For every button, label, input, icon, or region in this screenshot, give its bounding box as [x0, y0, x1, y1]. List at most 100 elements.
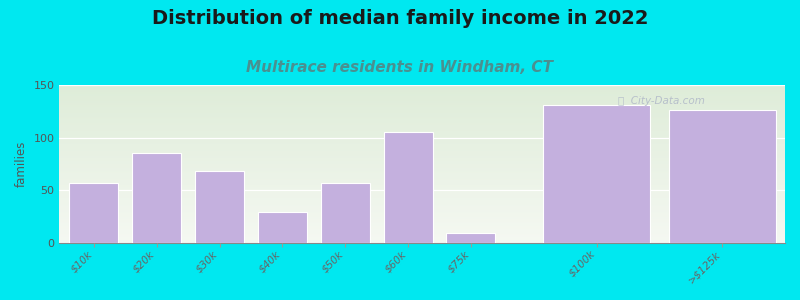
- Bar: [59, 190, 785, 192]
- Bar: [59, 188, 785, 189]
- Bar: [59, 115, 785, 117]
- Bar: [59, 117, 785, 118]
- Bar: [59, 218, 785, 220]
- Bar: [59, 97, 785, 98]
- Bar: [59, 205, 785, 206]
- Bar: [59, 144, 785, 145]
- Bar: [59, 189, 785, 190]
- Bar: [59, 237, 785, 238]
- Bar: [59, 229, 785, 230]
- Bar: [59, 164, 785, 165]
- Bar: [59, 221, 785, 222]
- Bar: [59, 161, 785, 163]
- Bar: [59, 204, 785, 205]
- Bar: [59, 178, 785, 180]
- Bar: [59, 231, 785, 233]
- Text: ⓘ  City-Data.com: ⓘ City-Data.com: [618, 96, 705, 106]
- Bar: [59, 151, 785, 152]
- Bar: [59, 88, 785, 89]
- Bar: [59, 110, 785, 111]
- Bar: [59, 183, 785, 184]
- Bar: [59, 235, 785, 237]
- Bar: [59, 118, 785, 119]
- Y-axis label: families: families: [15, 141, 28, 187]
- Bar: [59, 163, 785, 164]
- Bar: [59, 165, 785, 167]
- Bar: [321, 183, 370, 243]
- Text: Multirace residents in Windham, CT: Multirace residents in Windham, CT: [246, 60, 554, 75]
- Bar: [59, 224, 785, 225]
- Bar: [59, 124, 785, 126]
- Bar: [59, 169, 785, 171]
- Bar: [59, 101, 785, 102]
- Bar: [59, 121, 785, 122]
- Bar: [59, 187, 785, 188]
- Bar: [59, 119, 785, 121]
- Bar: [59, 93, 785, 94]
- Bar: [383, 133, 433, 243]
- Bar: [59, 92, 785, 93]
- Bar: [59, 140, 785, 142]
- Bar: [669, 110, 775, 243]
- Bar: [59, 212, 785, 213]
- Bar: [446, 233, 495, 243]
- Bar: [59, 133, 785, 134]
- Bar: [59, 241, 785, 242]
- Bar: [59, 184, 785, 185]
- Bar: [59, 85, 785, 86]
- Bar: [59, 142, 785, 143]
- Bar: [59, 109, 785, 110]
- Bar: [59, 103, 785, 105]
- Bar: [59, 159, 785, 160]
- Bar: [59, 143, 785, 144]
- Bar: [132, 152, 182, 243]
- Bar: [59, 173, 785, 175]
- Bar: [59, 138, 785, 139]
- Bar: [59, 200, 785, 201]
- Bar: [59, 194, 785, 196]
- Bar: [59, 114, 785, 115]
- Bar: [59, 220, 785, 221]
- Bar: [59, 172, 785, 173]
- Bar: [59, 95, 785, 97]
- Bar: [59, 106, 785, 107]
- Bar: [59, 196, 785, 197]
- Bar: [59, 230, 785, 231]
- Bar: [59, 217, 785, 218]
- Bar: [59, 175, 785, 176]
- Bar: [59, 206, 785, 208]
- Bar: [195, 172, 244, 243]
- Bar: [59, 209, 785, 210]
- Bar: [59, 154, 785, 155]
- Bar: [59, 89, 785, 90]
- Bar: [59, 126, 785, 127]
- Bar: [59, 201, 785, 202]
- Bar: [59, 213, 785, 214]
- Bar: [59, 181, 785, 183]
- Bar: [59, 171, 785, 172]
- Bar: [59, 94, 785, 95]
- Bar: [59, 113, 785, 114]
- Bar: [59, 107, 785, 109]
- Bar: [59, 233, 785, 234]
- Bar: [59, 98, 785, 100]
- Bar: [59, 148, 785, 150]
- Bar: [59, 146, 785, 147]
- Bar: [59, 226, 785, 227]
- Bar: [59, 152, 785, 154]
- Bar: [59, 139, 785, 140]
- Bar: [59, 214, 785, 215]
- Bar: [59, 192, 785, 193]
- Bar: [59, 156, 785, 158]
- Bar: [59, 210, 785, 211]
- Bar: [59, 123, 785, 124]
- Bar: [59, 215, 785, 217]
- Bar: [59, 150, 785, 151]
- Bar: [59, 131, 785, 133]
- Bar: [59, 197, 785, 198]
- Bar: [59, 180, 785, 181]
- Bar: [59, 127, 785, 128]
- Bar: [59, 134, 785, 135]
- Bar: [59, 176, 785, 177]
- Bar: [59, 208, 785, 209]
